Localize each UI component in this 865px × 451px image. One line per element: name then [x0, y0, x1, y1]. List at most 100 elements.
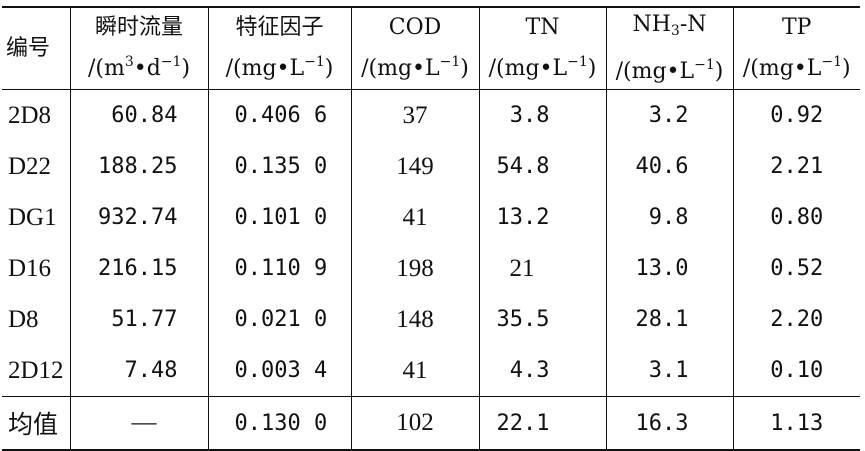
cell-tn: 21 — [478, 243, 606, 294]
cell-nh3n: 13.0 — [605, 243, 733, 294]
header-tp-unit: /(mg•L−1) — [734, 45, 860, 86]
cell-tn: 22.1 — [478, 396, 606, 451]
cell-cod: 41 — [350, 345, 479, 397]
header-cod-name: COD — [388, 15, 442, 40]
cell-tp: 0.80 — [732, 192, 860, 243]
cell-factor: 0.110 9 — [207, 243, 351, 294]
header-cod-unit-suffix: ) — [460, 56, 469, 81]
cell-factor: 0.021 0 — [207, 294, 351, 345]
header-factor-unit-suffix: ) — [324, 56, 334, 81]
header-cod-unit-sup: −1 — [439, 54, 461, 70]
cell-cod: 41 — [350, 192, 479, 243]
header-nh3n-name-suffix: -N — [679, 12, 707, 37]
cell-nh3n: 16.3 — [605, 396, 733, 451]
header-tp-unit-suffix: ) — [842, 56, 851, 81]
cell-factor: 0.135 0 — [207, 141, 351, 192]
cell-flow: 188.25 — [69, 141, 208, 192]
cell-tn: 3.8 — [478, 89, 606, 141]
header-tn: TN /(mg•L−1) — [478, 6, 606, 90]
header-nh3n-unit: /(mg•L−1) — [607, 48, 733, 89]
cell-id: D16 — [8, 254, 52, 282]
header-cod: COD /(mg•L−1) — [350, 6, 479, 90]
cell-tp: 0.52 — [732, 243, 860, 294]
cell-id: D8 — [8, 305, 39, 333]
header-tn-name: TN — [525, 15, 560, 40]
cell-id: DG1 — [8, 203, 57, 231]
cell-tn: 13.2 — [478, 192, 606, 243]
mean-row: 均值 — 0.130 0 102 22.1 16.3 1.13 — [2, 396, 860, 451]
header-tp-name: TP — [782, 15, 812, 40]
cell-cod: 149 — [350, 141, 479, 192]
header-nh3n-name: NH3-N — [607, 9, 733, 48]
water-quality-table: 编号 瞬时流量 /(m3•d−1) 特征因子 /(mg•L−1) COD /(m… — [2, 6, 860, 451]
header-flow: 瞬时流量 /(m3•d−1) — [69, 6, 208, 90]
table-row: 2D12 7.48 0.003 4 41 4.3 3.1 0.10 — [2, 345, 860, 397]
header-factor-name: 特征因子 — [235, 15, 324, 40]
cell-factor: 0.101 0 — [207, 192, 351, 243]
cell-flow: 7.48 — [69, 345, 208, 397]
header-flow-unit-prefix: /(m — [87, 56, 125, 81]
header-row: 编号 瞬时流量 /(m3•d−1) 特征因子 /(mg•L−1) COD /(m… — [2, 6, 860, 90]
header-id-label: 编号 — [6, 35, 51, 61]
cell-nh3n: 40.6 — [605, 141, 733, 192]
cell-tn: 35.5 — [478, 294, 606, 345]
cell-tp: 1.13 — [732, 396, 860, 451]
cell-cod: 37 — [350, 89, 479, 141]
cell-id: D22 — [8, 152, 52, 180]
table-row: D16 216.15 0.110 9 198 21 13.0 0.52 — [2, 243, 860, 294]
header-factor: 特征因子 /(mg•L−1) — [207, 6, 351, 90]
header-tp-unit-sup: −1 — [821, 54, 843, 70]
header-nh3n: NH3-N /(mg•L−1) — [605, 6, 733, 90]
header-nh3n-name-sub: 3 — [670, 23, 680, 39]
header-flow-unit-sup1: 3 — [124, 54, 134, 70]
cell-tn: 54.8 — [478, 141, 606, 192]
cell-flow: 51.77 — [69, 294, 208, 345]
header-id: 编号 — [2, 6, 70, 90]
cell-tp: 2.21 — [732, 141, 860, 192]
cell-nh3n: 9.8 — [605, 192, 733, 243]
header-flow-unit-mid: •d — [133, 56, 161, 81]
header-flow-name: 瞬时流量 — [94, 15, 183, 40]
header-factor-unit-prefix: /(mg•L — [225, 56, 305, 81]
cell-cod: 102 — [350, 396, 479, 451]
table-row: D8 51.77 0.021 0 148 35.5 28.1 2.20 — [2, 294, 860, 345]
cell-nh3n: 3.2 — [605, 89, 733, 141]
header-tn-unit-prefix: /(mg•L — [488, 56, 568, 81]
cell-factor: 0.003 4 — [207, 345, 351, 397]
header-tp-unit-prefix: /(mg•L — [742, 56, 822, 81]
header-flow-unit: /(m3•d−1) — [71, 45, 208, 86]
cell-cod: 148 — [350, 294, 479, 345]
header-nh3n-unit-sup: −1 — [694, 57, 715, 73]
header-factor-unit: /(mg•L−1) — [209, 45, 351, 86]
header-nh3n-name-prefix: NH — [632, 12, 671, 37]
header-cod-unit-prefix: /(mg•L — [361, 56, 440, 81]
cell-id: 2D12 — [8, 356, 64, 384]
cell-tp: 0.92 — [732, 89, 860, 141]
cell-nh3n: 28.1 — [605, 294, 733, 345]
cell-factor: 0.130 0 — [207, 396, 351, 451]
header-cod-unit: /(mg•L−1) — [352, 45, 479, 86]
header-tn-unit-sup: −1 — [567, 54, 588, 70]
cell-id: 2D8 — [8, 101, 52, 129]
header-flow-unit-sup2: −1 — [160, 54, 182, 70]
header-factor-unit-sup: −1 — [304, 54, 325, 70]
cell-tn: 4.3 — [478, 345, 606, 397]
cell-factor: 0.406 6 — [207, 89, 351, 141]
header-nh3n-unit-suffix: ) — [714, 59, 724, 84]
cell-cod: 198 — [350, 243, 479, 294]
header-tn-unit: /(mg•L−1) — [480, 45, 606, 86]
cell-flow: — — [69, 396, 208, 451]
table-row: 2D8 60.84 0.406 6 37 3.8 3.2 0.92 — [2, 89, 860, 141]
header-flow-unit-suffix: ) — [181, 56, 191, 81]
cell-tp: 0.10 — [732, 345, 860, 397]
cell-id: 均值 — [2, 396, 70, 451]
cell-nh3n: 3.1 — [605, 345, 733, 397]
cell-flow: 932.74 — [69, 192, 208, 243]
header-tp: TP /(mg•L−1) — [732, 6, 860, 90]
cell-flow: 60.84 — [69, 89, 208, 141]
cell-flow: 216.15 — [69, 243, 208, 294]
cell-tp: 2.20 — [732, 294, 860, 345]
table-row: D22 188.25 0.135 0 149 54.8 40.6 2.21 — [2, 141, 860, 192]
header-nh3n-unit-prefix: /(mg•L — [615, 59, 695, 84]
table-row: DG1 932.74 0.101 0 41 13.2 9.8 0.80 — [2, 192, 860, 243]
